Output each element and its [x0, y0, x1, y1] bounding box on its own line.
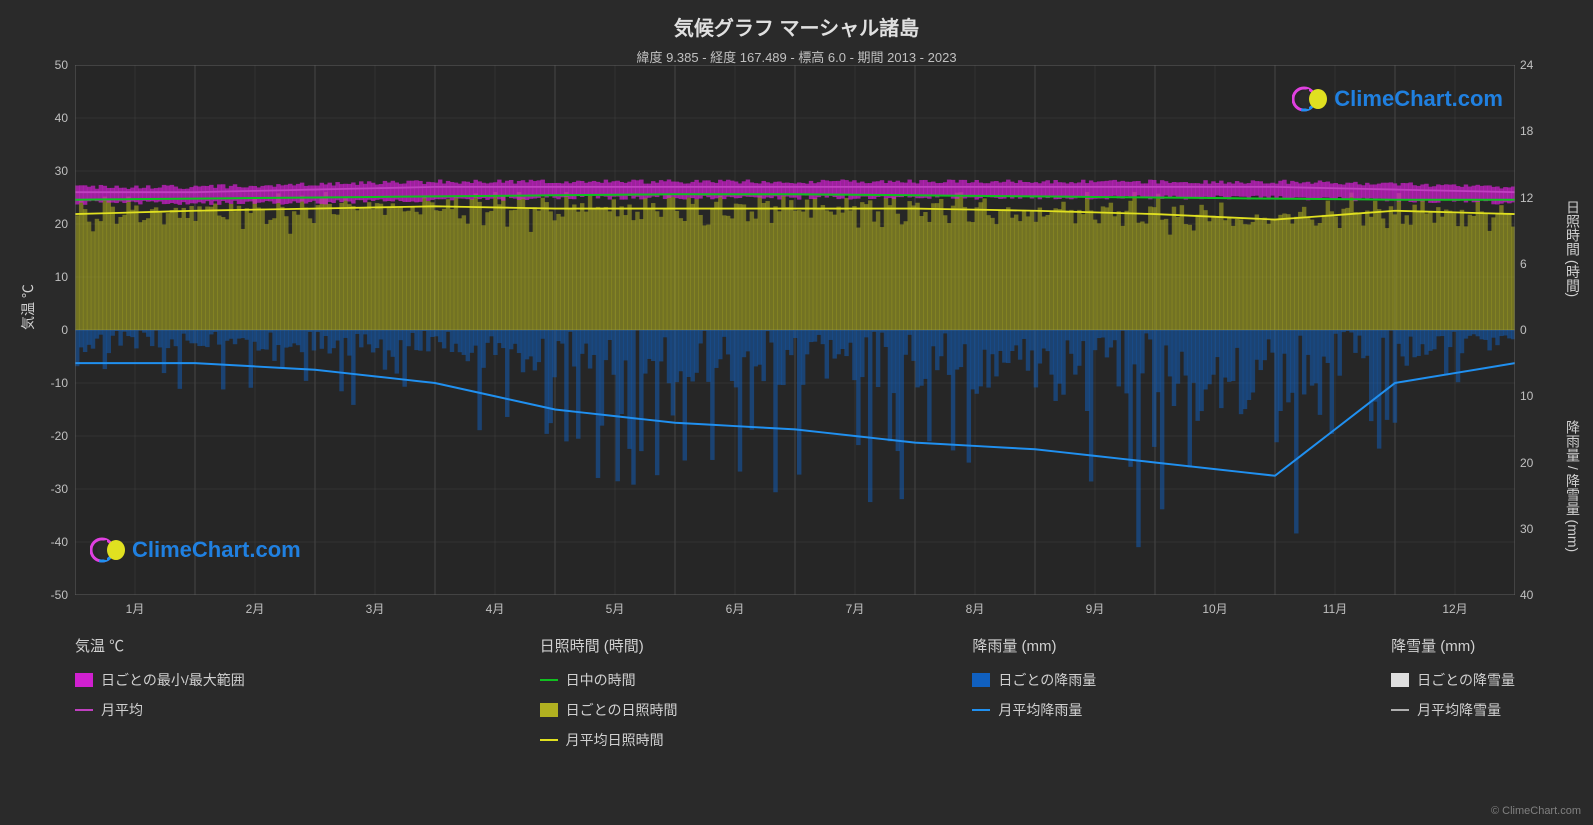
xtick-month: 9月	[1086, 600, 1105, 617]
y-axis-right-top-label: 日照時間 (時間)	[1563, 200, 1583, 297]
legend-label: 月平均	[101, 700, 143, 720]
legend-line	[540, 739, 558, 741]
legend-item: 月平均	[75, 700, 245, 720]
xtick-month: 10月	[1202, 600, 1227, 617]
legend-item: 日中の時間	[540, 670, 678, 690]
watermark-top-right: ClimeChart.com	[1292, 85, 1503, 113]
chart-title: 気候グラフ マーシャル諸島	[0, 0, 1593, 41]
legend-item: 日ごとの最小/最大範囲	[75, 670, 245, 690]
xtick-month: 2月	[246, 600, 265, 617]
legend-label: 日中の時間	[566, 670, 636, 690]
legend-item: 日ごとの降雨量	[972, 670, 1096, 690]
ytick-right-bottom: 20	[1520, 456, 1533, 470]
legend-line	[540, 679, 558, 681]
watermark-icon	[90, 536, 126, 564]
legend-column: 日照時間 (時間) 日中の時間日ごとの日照時間月平均日照時間	[540, 635, 678, 750]
legend-item: 日ごとの日照時間	[540, 700, 678, 720]
chart-subtitle: 緯度 9.385 - 経度 167.489 - 標高 6.0 - 期間 2013…	[0, 41, 1593, 66]
legend-swatch	[972, 673, 990, 687]
ytick-right-top: 18	[1520, 124, 1533, 138]
legend-swatch	[1391, 673, 1409, 687]
legend-label: 月平均降雪量	[1417, 700, 1501, 720]
legend-column: 降雨量 (mm) 日ごとの降雨量月平均降雨量	[972, 635, 1096, 750]
xtick-month: 6月	[726, 600, 745, 617]
ytick-right-top: 0	[1520, 323, 1527, 337]
xtick-month: 4月	[486, 600, 505, 617]
ytick-right-top: 24	[1520, 58, 1533, 72]
ytick-right-bottom: 40	[1520, 588, 1533, 602]
legend-column: 降雪量 (mm) 日ごとの降雪量月平均降雪量	[1391, 635, 1515, 750]
legend-label: 日ごとの降雪量	[1417, 670, 1515, 690]
legend-line	[1391, 709, 1409, 711]
legend-label: 日ごとの日照時間	[566, 700, 678, 720]
legend-header: 日照時間 (時間)	[540, 635, 678, 656]
credit: © ClimeChart.com	[1491, 805, 1581, 817]
xtick-month: 11月	[1323, 600, 1347, 617]
ytick-left: 0	[28, 323, 68, 337]
ytick-right-bottom: 10	[1520, 389, 1533, 403]
ytick-left: -50	[28, 588, 68, 602]
legend-swatch	[540, 703, 558, 717]
legend-line	[75, 709, 93, 711]
ytick-left: -30	[28, 482, 68, 496]
legend-header: 降雨量 (mm)	[972, 635, 1096, 656]
ytick-left: -20	[28, 429, 68, 443]
ytick-right-bottom: 30	[1520, 522, 1533, 536]
legend-swatch	[75, 673, 93, 687]
ytick-left: 50	[28, 58, 68, 72]
ytick-right-top: 6	[1520, 257, 1527, 271]
xtick-month: 3月	[366, 600, 385, 617]
xtick-month: 1月	[126, 600, 145, 617]
ytick-left: 30	[28, 164, 68, 178]
chart-svg	[75, 65, 1515, 595]
legend-column: 気温 ℃ 日ごとの最小/最大範囲月平均	[75, 635, 245, 750]
y-axis-right-bottom-label: 降雨量 / 降雪量 (mm)	[1563, 420, 1583, 552]
watermark-text: ClimeChart.com	[132, 537, 301, 563]
legend-item: 月平均降雨量	[972, 700, 1096, 720]
ytick-left: 20	[28, 217, 68, 231]
legend-header: 降雪量 (mm)	[1391, 635, 1515, 656]
legend-header: 気温 ℃	[75, 635, 245, 656]
watermark-text: ClimeChart.com	[1334, 86, 1503, 112]
ytick-right-top: 12	[1520, 191, 1533, 205]
legend-label: 日ごとの降雨量	[998, 670, 1096, 690]
legend-line	[972, 709, 990, 711]
ytick-left: -10	[28, 376, 68, 390]
legend-label: 月平均降雨量	[998, 700, 1082, 720]
legend-item: 月平均降雪量	[1391, 700, 1515, 720]
legend-item: 月平均日照時間	[540, 730, 678, 750]
watermark-bottom-left: ClimeChart.com	[90, 536, 301, 564]
ytick-left: 10	[28, 270, 68, 284]
xtick-month: 8月	[966, 600, 985, 617]
legend-label: 日ごとの最小/最大範囲	[101, 670, 245, 690]
legend: 気温 ℃ 日ごとの最小/最大範囲月平均 日照時間 (時間) 日中の時間日ごとの日照時間…	[75, 635, 1515, 750]
legend-label: 月平均日照時間	[566, 730, 664, 750]
xtick-month: 12月	[1442, 600, 1467, 617]
ytick-left: -40	[28, 535, 68, 549]
ytick-left: 40	[28, 111, 68, 125]
climate-chart: 気候グラフ マーシャル諸島 緯度 9.385 - 経度 167.489 - 標高…	[0, 0, 1593, 825]
xtick-month: 5月	[606, 600, 625, 617]
watermark-icon	[1292, 85, 1328, 113]
xtick-month: 7月	[846, 600, 865, 617]
legend-item: 日ごとの降雪量	[1391, 670, 1515, 690]
plot-area	[75, 65, 1515, 595]
